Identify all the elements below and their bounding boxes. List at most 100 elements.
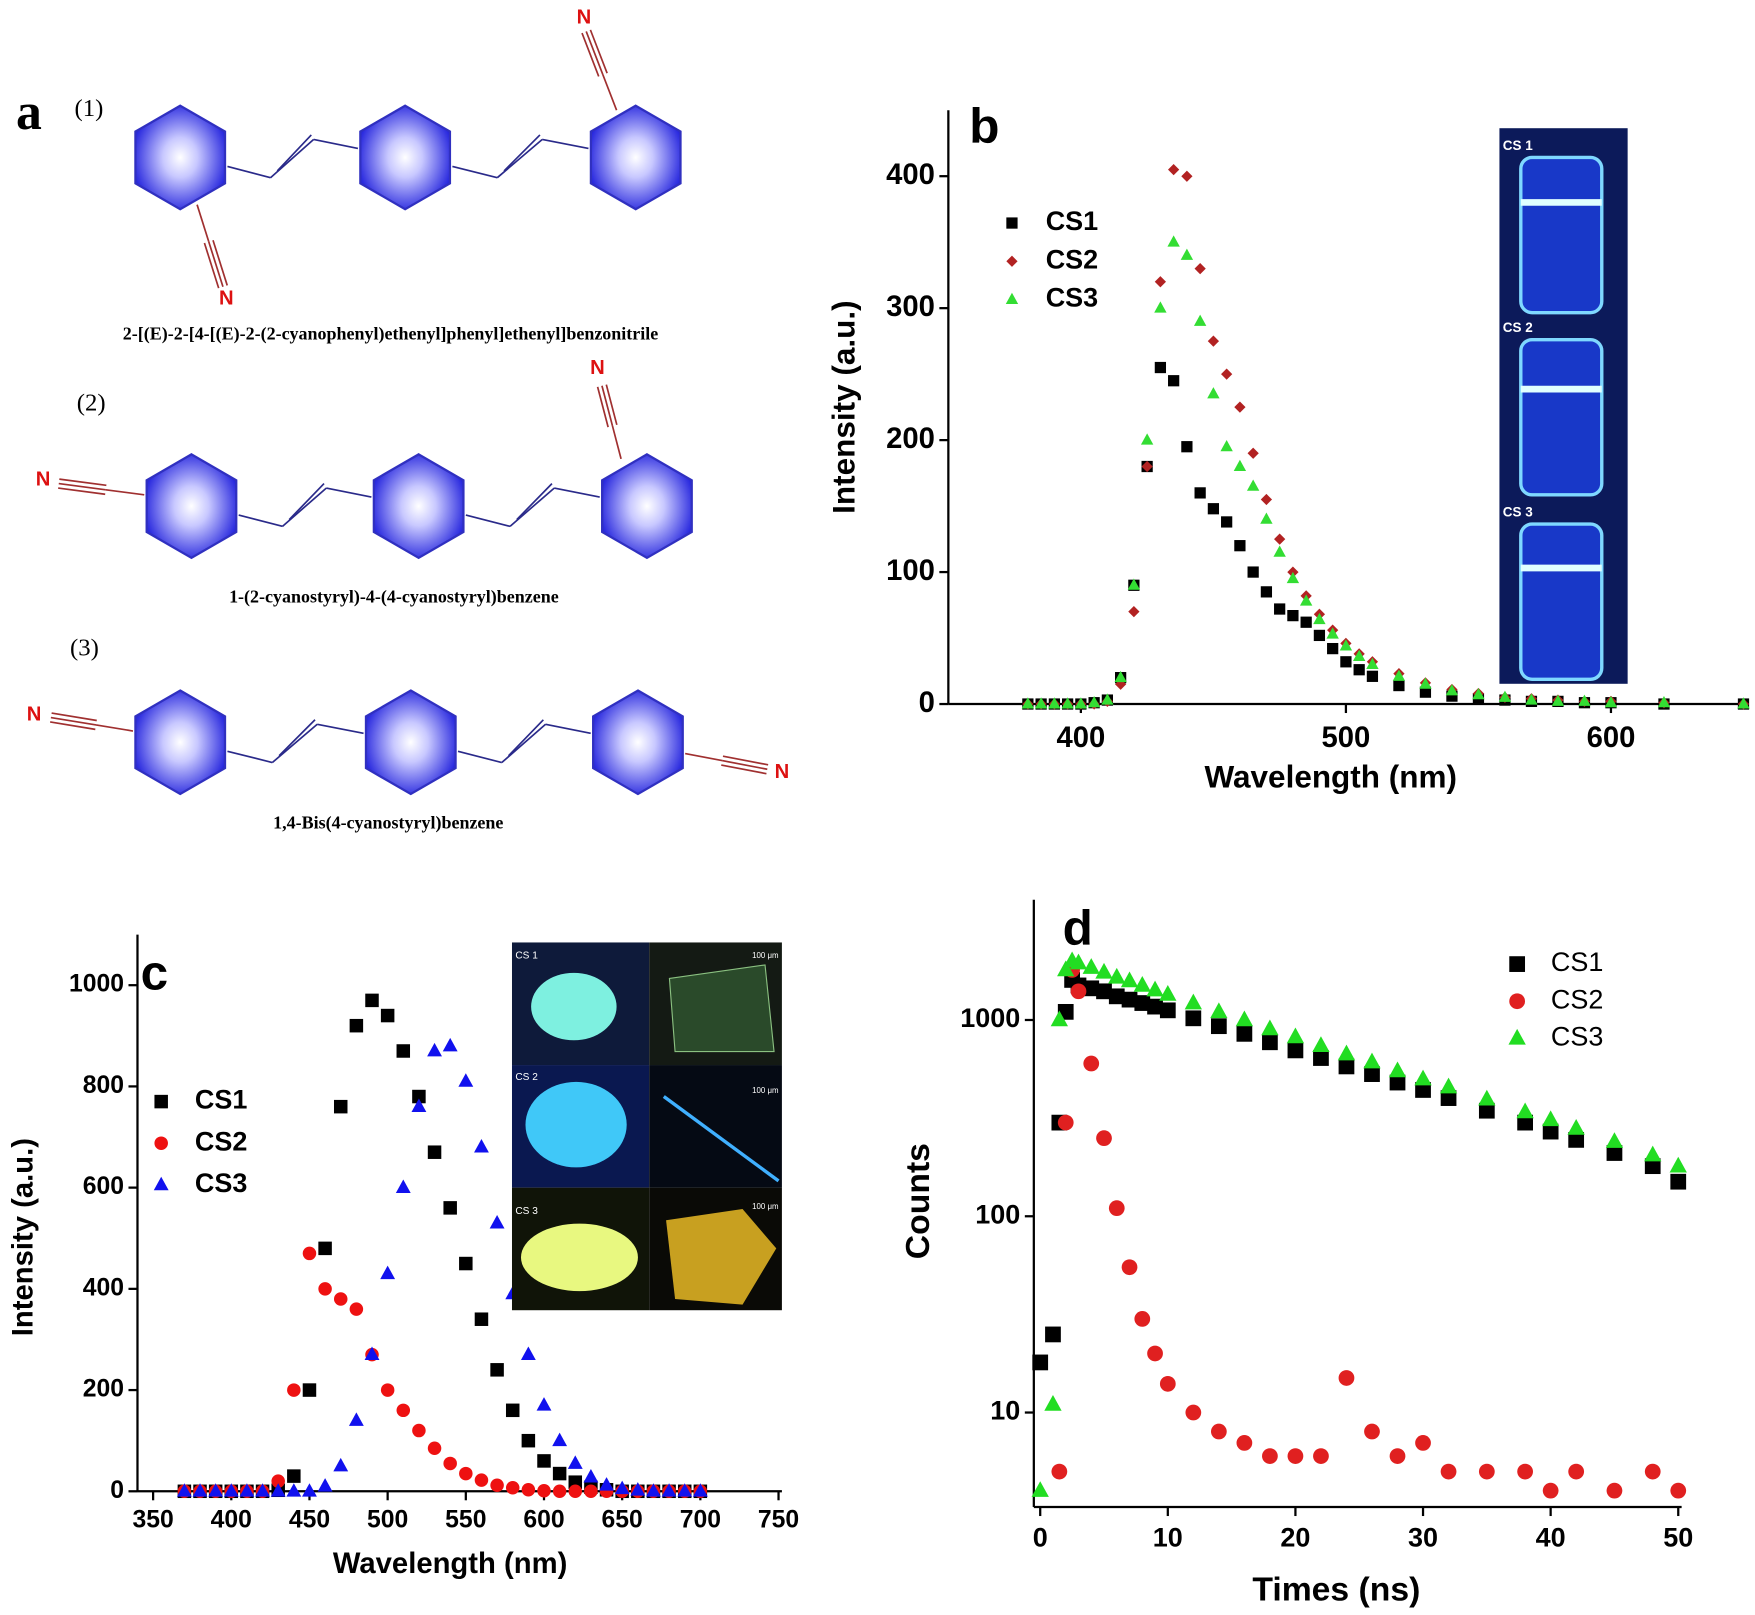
- molecule-name: 1,4-Bis(4-cyanostyryl)benzene: [273, 812, 503, 833]
- marker: [1159, 1375, 1176, 1392]
- marker: [1167, 235, 1180, 247]
- x-tick-label: 750: [758, 1507, 799, 1534]
- marker: [255, 1483, 270, 1497]
- marker: [1185, 1404, 1202, 1421]
- sample-blob: [531, 972, 617, 1041]
- marker: [1210, 1002, 1228, 1019]
- marker: [1121, 991, 1138, 1008]
- bond: [238, 514, 283, 528]
- marker: [1194, 262, 1206, 275]
- marker: [552, 1432, 568, 1447]
- marker: [1508, 1028, 1526, 1045]
- marker: [1604, 695, 1618, 708]
- marker: [1260, 512, 1273, 524]
- marker: [646, 1483, 661, 1497]
- marker: [1313, 1050, 1329, 1066]
- bond: [276, 134, 312, 172]
- marker: [1261, 1019, 1279, 1036]
- marker: [1364, 1423, 1380, 1440]
- marker: [1210, 1423, 1227, 1440]
- marker: [474, 1473, 489, 1487]
- benzene-ring: [134, 104, 227, 211]
- marker: [443, 1456, 457, 1471]
- bond: [501, 723, 547, 764]
- marker: [1498, 690, 1512, 702]
- bond: [465, 514, 511, 528]
- marker: [1287, 1042, 1304, 1059]
- y-tick-label: 200: [886, 423, 935, 455]
- bond: [611, 425, 622, 460]
- marker: [459, 1256, 473, 1271]
- marker: [1287, 1448, 1304, 1464]
- inset-label: CS 2: [515, 1072, 538, 1083]
- benzene-ring: [364, 689, 457, 796]
- marker: [537, 1484, 551, 1498]
- marker: [1445, 684, 1459, 696]
- marker: [380, 1383, 395, 1397]
- marker: [505, 1480, 520, 1495]
- y-tick-label: 1000: [960, 1003, 1020, 1033]
- marker: [1108, 988, 1125, 1005]
- marker: [1147, 998, 1163, 1015]
- marker: [1260, 493, 1273, 506]
- benzene-ring: [372, 453, 465, 560]
- y-tick-label: 400: [886, 159, 935, 191]
- marker: [459, 1466, 473, 1481]
- marker: [154, 1094, 168, 1109]
- molecule-name: 2-[(E)-2-[4-[(E)-2-(2-cyanophenyl)etheny…: [123, 323, 658, 344]
- bond: [601, 385, 614, 427]
- bond: [457, 750, 503, 764]
- marker: [1517, 1463, 1533, 1480]
- marker: [1439, 1077, 1458, 1094]
- marker: [1034, 697, 1048, 709]
- marker: [1207, 503, 1220, 515]
- marker: [1168, 375, 1180, 387]
- inset-label: CS 3: [515, 1206, 538, 1217]
- marker: [1364, 1066, 1380, 1082]
- marker: [1657, 695, 1671, 708]
- inset-c: CS 1 CS 2 CS 3 100 μm 100 μm 100 μm: [511, 942, 782, 1311]
- inset-label: CS 2: [1503, 320, 1533, 335]
- marker: [1541, 1110, 1560, 1127]
- atom-label: N: [775, 761, 790, 783]
- marker: [365, 993, 379, 1008]
- marker: [1606, 1482, 1623, 1499]
- marker: [176, 1483, 192, 1497]
- x-tick-label: 400: [211, 1507, 252, 1534]
- marker: [1340, 656, 1352, 668]
- x-tick-label: 500: [1322, 722, 1371, 754]
- marker: [411, 1098, 427, 1113]
- marker: [1670, 1173, 1687, 1190]
- marker: [599, 1477, 614, 1491]
- x-axis-label: Wavelength (nm): [333, 1548, 567, 1580]
- marker: [1327, 642, 1339, 655]
- sample-film: [666, 1209, 777, 1305]
- marker: [1114, 670, 1127, 683]
- marker: [1006, 255, 1018, 267]
- bond: [227, 165, 271, 179]
- marker: [1440, 1463, 1457, 1480]
- marker: [1440, 1090, 1457, 1106]
- legend-label: CS2: [1551, 984, 1604, 1014]
- marker: [1644, 1158, 1661, 1175]
- y-tick-label: 100: [886, 555, 935, 587]
- marker: [1338, 1370, 1355, 1386]
- marker: [1193, 314, 1207, 326]
- marker: [380, 1265, 396, 1280]
- marker: [1108, 1200, 1125, 1217]
- bond: [516, 483, 553, 521]
- marker: [1096, 983, 1112, 1000]
- marker: [1446, 690, 1458, 702]
- y-tick-label: 200: [83, 1376, 124, 1403]
- marker: [270, 1483, 286, 1497]
- sample-blob: [525, 1081, 627, 1168]
- marker: [1133, 975, 1151, 992]
- marker: [318, 1241, 332, 1256]
- y-tick-label: 0: [919, 687, 935, 719]
- marker: [1095, 962, 1113, 979]
- marker: [1220, 439, 1233, 452]
- legend-label: CS1: [1046, 206, 1099, 236]
- y-tick-label: 300: [886, 291, 935, 323]
- marker: [1389, 1448, 1406, 1464]
